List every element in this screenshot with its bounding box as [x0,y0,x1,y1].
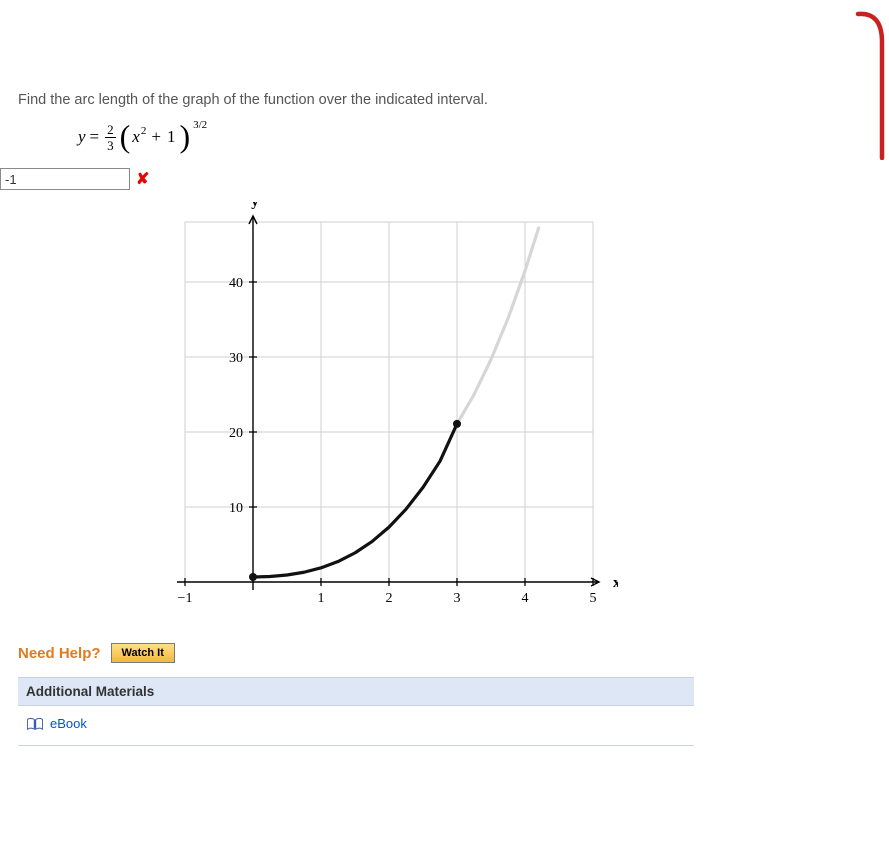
book-icon [26,717,44,731]
incorrect-icon: ✘ [136,172,149,188]
annotation-mark [834,0,889,160]
eq-fraction: 2 3 [105,123,116,152]
eq-lparen: ( [120,128,131,144]
function-graph: −1 1 2 3 4 5 10 20 30 40 x y [138,202,618,632]
svg-text:−1: −1 [178,591,193,606]
svg-text:4: 4 [522,591,529,606]
ebook-link[interactable]: eBook [50,716,87,731]
svg-text:1: 1 [318,591,325,606]
question-prompt: Find the arc length of the graph of the … [18,92,871,108]
svg-text:2: 2 [386,591,393,606]
eq-equals: = [88,127,102,147]
eq-frac-den: 3 [105,138,116,152]
svg-text:3: 3 [454,591,461,606]
svg-text:5: 5 [590,591,597,606]
need-help-row: Need Help? Watch It [18,643,871,663]
question-block: Find the arc length of the graph of the … [0,0,889,746]
eq-lhs-var: y [78,127,86,147]
svg-text:40: 40 [229,276,243,291]
eq-exp: 3/2 [193,119,207,131]
eq-sq: 2 [141,125,147,137]
answer-row: ✘ [0,168,871,190]
svg-text:y: y [251,202,259,210]
svg-text:30: 30 [229,351,243,366]
watch-it-button[interactable]: Watch It [111,643,175,663]
svg-text:20: 20 [229,426,243,441]
eq-plus: + [149,127,163,147]
ebook-row: eBook [18,706,694,746]
svg-text:x: x [613,575,618,591]
eq-var: x [132,127,140,147]
additional-materials-header: Additional Materials [18,677,694,706]
eq-rparen: ) [179,128,190,144]
eq-one: 1 [165,127,178,147]
eq-frac-num: 2 [105,123,116,138]
page-root: Find the arc length of the graph of the … [0,0,889,841]
chart-container: −1 1 2 3 4 5 10 20 30 40 x y [138,202,871,635]
svg-text:10: 10 [229,501,243,516]
need-help-label: Need Help? [18,645,101,662]
answer-input[interactable] [0,168,130,190]
equation: y = 2 3 ( x2 + 1 ) 3/2 [78,118,871,156]
